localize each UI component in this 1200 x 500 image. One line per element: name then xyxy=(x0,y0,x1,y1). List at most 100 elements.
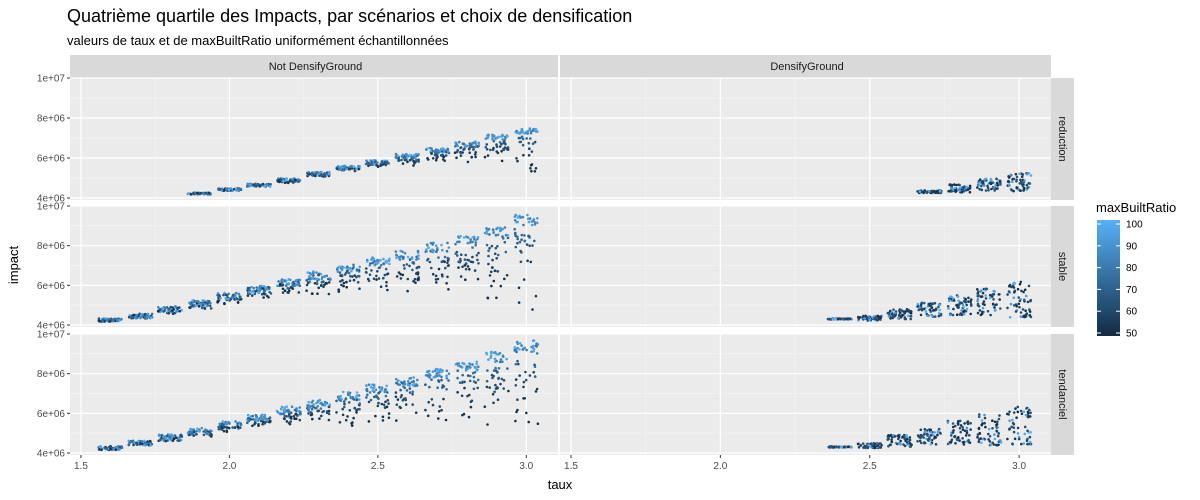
data-point xyxy=(959,430,962,434)
data-point xyxy=(891,434,895,437)
data-point xyxy=(459,234,462,238)
data-point xyxy=(502,237,505,240)
data-point xyxy=(376,259,379,262)
data-point xyxy=(1012,430,1016,434)
data-point xyxy=(492,369,496,372)
data-point xyxy=(350,269,353,273)
data-point xyxy=(262,296,265,299)
data-point xyxy=(955,183,958,187)
data-point xyxy=(483,231,487,235)
data-point xyxy=(430,248,434,252)
data-point xyxy=(427,369,431,373)
data-point xyxy=(999,441,1003,444)
data-point xyxy=(984,177,988,181)
data-point xyxy=(231,293,235,297)
data-point xyxy=(522,223,525,227)
data-point xyxy=(1027,284,1031,288)
data-point xyxy=(983,438,987,441)
data-point xyxy=(371,389,375,393)
data-point xyxy=(395,275,399,278)
data-point xyxy=(474,155,477,159)
data-point xyxy=(951,313,955,317)
data-point xyxy=(493,390,496,394)
data-point xyxy=(318,417,321,420)
data-point xyxy=(527,141,531,145)
data-point xyxy=(468,365,471,368)
data-point xyxy=(496,233,500,237)
data-point xyxy=(929,303,933,307)
chart-subtitle: valeurs de taux et de maxBuiltRatio unif… xyxy=(67,33,449,48)
data-point xyxy=(919,303,923,307)
data-point xyxy=(403,380,406,383)
data-point xyxy=(1016,405,1020,409)
data-point xyxy=(404,397,407,400)
data-point xyxy=(381,415,385,419)
data-point xyxy=(888,443,892,447)
data-point xyxy=(429,241,433,245)
data-point xyxy=(403,382,407,386)
data-point xyxy=(188,306,191,309)
data-point xyxy=(964,310,968,313)
data-point xyxy=(909,310,912,313)
data-point xyxy=(887,315,891,318)
data-point xyxy=(533,375,537,378)
data-point xyxy=(933,431,936,434)
data-point xyxy=(437,371,440,375)
data-point xyxy=(489,354,493,357)
data-point xyxy=(426,147,429,150)
data-point xyxy=(988,435,992,438)
data-point xyxy=(459,257,462,261)
data-point xyxy=(278,283,282,286)
data-point xyxy=(976,299,979,303)
data-point xyxy=(349,274,352,278)
data-point xyxy=(374,388,378,392)
data-point xyxy=(401,154,404,158)
data-point xyxy=(961,437,964,440)
data-point xyxy=(936,431,940,435)
data-point xyxy=(461,142,465,145)
x-tick-label: 3.0 xyxy=(519,461,533,472)
data-point xyxy=(246,421,249,425)
data-point xyxy=(1015,175,1019,179)
data-point xyxy=(516,159,519,163)
data-point xyxy=(150,312,154,316)
data-point xyxy=(347,167,351,171)
data-point xyxy=(899,439,902,443)
data-point xyxy=(424,373,428,377)
data-point xyxy=(491,137,494,141)
data-point xyxy=(325,281,328,285)
data-point xyxy=(343,405,346,409)
data-point xyxy=(143,439,146,443)
data-point xyxy=(231,426,234,429)
data-point xyxy=(488,274,492,277)
data-point xyxy=(925,432,928,436)
data-point xyxy=(140,440,144,443)
data-point xyxy=(463,264,467,267)
data-point xyxy=(399,277,403,280)
data-point xyxy=(515,340,519,344)
data-point xyxy=(1018,172,1021,175)
data-point xyxy=(316,399,320,403)
data-point xyxy=(433,153,437,157)
data-point xyxy=(430,266,433,270)
data-point xyxy=(856,442,860,446)
data-point xyxy=(281,287,285,291)
panel-points xyxy=(916,172,1033,195)
data-point xyxy=(261,423,264,426)
data-point xyxy=(396,383,400,386)
data-point xyxy=(340,165,343,168)
data-point xyxy=(472,141,475,145)
data-point xyxy=(958,419,962,423)
data-point xyxy=(253,292,257,296)
data-point xyxy=(485,243,489,247)
data-point xyxy=(400,158,403,162)
data-point xyxy=(459,365,462,368)
data-point xyxy=(501,355,505,358)
data-point xyxy=(477,262,480,265)
data-point xyxy=(981,310,984,314)
data-point xyxy=(220,422,224,426)
data-point xyxy=(372,162,376,166)
data-point xyxy=(445,249,449,253)
data-point xyxy=(435,281,438,284)
y-tick-label: 1e+07 xyxy=(37,74,66,85)
